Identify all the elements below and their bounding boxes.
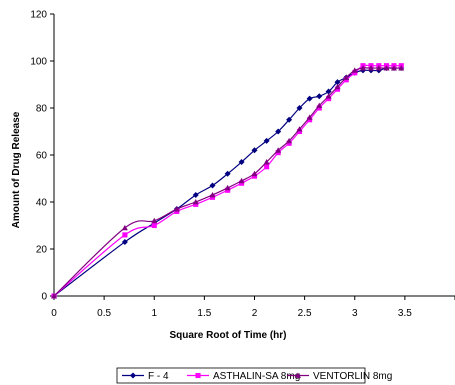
data-point (151, 217, 158, 224)
axes: 0 20 40 60 80 100 120 0 0.5 1 1.5 2 2.5 3 3.5 (30, 10, 455, 319)
x-tick-label: 1 (151, 308, 157, 319)
data-point (296, 105, 303, 111)
legend-label: ASTHALIN-SA 8mg (213, 371, 300, 382)
x-tick-label: 2 (252, 308, 258, 319)
data-point (306, 114, 313, 120)
data-point (286, 137, 293, 144)
data-point (296, 126, 303, 132)
data-point (383, 65, 390, 71)
series-3 (51, 65, 405, 299)
y-tick-label: 0 (41, 292, 47, 303)
data-point (334, 79, 341, 86)
data-point (375, 65, 382, 71)
data-point (343, 74, 350, 80)
y-tick-label: 40 (36, 198, 48, 209)
legend-label: VENTORLIN 8mg (313, 371, 392, 382)
y-tick-label: 120 (30, 10, 47, 21)
x-tick-label: 1.5 (197, 308, 211, 319)
data-point (359, 65, 366, 71)
x-tick-label: 3.5 (398, 308, 412, 319)
data-point (275, 128, 282, 135)
y-tick-label: 20 (36, 245, 48, 256)
series-layer (51, 63, 405, 299)
data-point (351, 67, 358, 73)
data-point (251, 170, 258, 177)
series-2 (51, 63, 404, 299)
x-axis-title: Square Root of Time (hr) (169, 330, 286, 341)
legend: F - 4 ASTHALIN-SA 8mg VENTORLIN 8mg (116, 367, 392, 384)
data-point (173, 206, 180, 212)
data-point (238, 177, 245, 184)
data-point (151, 222, 157, 229)
legend-marker (195, 372, 201, 379)
legend-box (116, 367, 366, 384)
data-point (51, 293, 57, 299)
data-point (275, 147, 282, 153)
series-1 (51, 65, 405, 299)
data-point (316, 93, 323, 100)
series-line (53, 67, 402, 297)
data-point (224, 184, 231, 191)
x-tick-label: 0 (51, 308, 57, 319)
data-point (263, 137, 270, 144)
data-point (122, 232, 128, 238)
data-point (264, 164, 270, 170)
legend-marker (295, 372, 301, 378)
data-point (263, 159, 270, 165)
data-point (192, 199, 199, 205)
data-point (224, 170, 231, 177)
data-point (286, 116, 293, 123)
x-tick-label: 0.5 (97, 308, 111, 319)
data-point (121, 238, 128, 245)
data-point (390, 65, 397, 71)
x-tick-label: 3 (352, 308, 358, 319)
data-point (316, 102, 323, 109)
data-point (306, 95, 313, 102)
data-point (325, 93, 332, 99)
data-point (251, 147, 258, 154)
y-axis-title: Amount of Drug Release (11, 111, 22, 228)
legend-marker (130, 372, 136, 379)
data-point (334, 83, 341, 90)
series-line (53, 67, 402, 297)
y-tick-label: 100 (30, 57, 47, 68)
data-point (192, 191, 199, 198)
data-point (209, 191, 216, 198)
data-point (209, 182, 216, 189)
legend-label: F - 4 (148, 371, 169, 382)
y-tick-label: 80 (36, 104, 48, 115)
x-tick-label: 2.5 (298, 308, 312, 319)
data-point (325, 88, 332, 95)
series-line (53, 64, 402, 297)
data-point (121, 224, 128, 231)
data-point (367, 65, 374, 71)
y-tick-label: 60 (36, 151, 48, 162)
data-point (238, 159, 245, 166)
data-point (398, 65, 405, 71)
